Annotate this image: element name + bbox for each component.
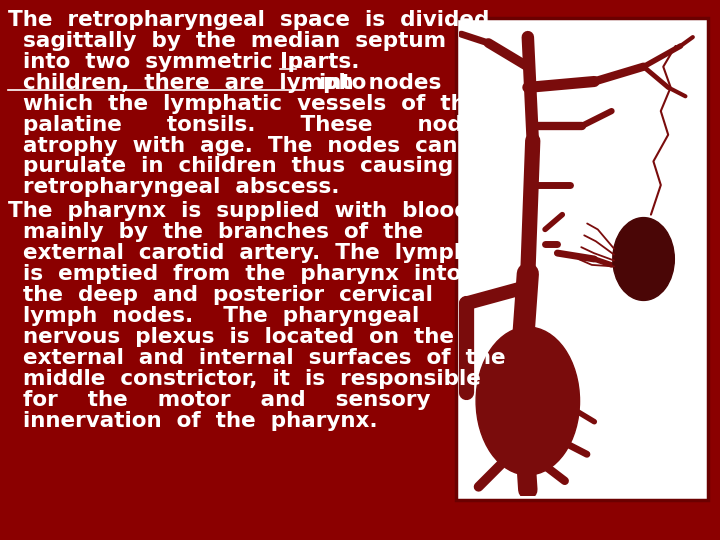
Text: external  carotid  artery.  The  lymph: external carotid artery. The lymph xyxy=(8,244,469,264)
Text: purulate  in  children  thus  causing  a: purulate in children thus causing a xyxy=(8,157,482,177)
Text: sagittally  by  the  median  septum: sagittally by the median septum xyxy=(8,31,446,51)
Text: middle  constrictor,  it  is  responsible: middle constrictor, it is responsible xyxy=(8,369,481,389)
Text: external  and  internal  surfaces  of  the: external and internal surfaces of the xyxy=(8,348,505,368)
Text: In: In xyxy=(279,52,302,72)
Text: innervation  of  the  pharynx.: innervation of the pharynx. xyxy=(8,411,377,431)
Text: nervous  plexus  is  located  on  the: nervous plexus is located on the xyxy=(8,327,454,347)
Text: into  two  symmetric  parts.: into two symmetric parts. xyxy=(8,52,390,72)
Ellipse shape xyxy=(476,327,580,475)
Text: for    the    motor    and    sensory: for the motor and sensory xyxy=(8,390,431,410)
Text: lymph  nodes.    The  pharyngeal: lymph nodes. The pharyngeal xyxy=(8,306,419,326)
Text: mainly  by  the  branches  of  the: mainly by the branches of the xyxy=(8,222,423,242)
Text: which  the  lymphatic  vessels  of  the: which the lymphatic vessels of the xyxy=(8,94,480,114)
Text: palatine      tonsils.      These      nodes: palatine tonsils. These nodes xyxy=(8,114,490,134)
Text: children,  there  are  lymph  nodes: children, there are lymph nodes xyxy=(8,73,441,93)
Ellipse shape xyxy=(613,218,675,300)
Text: retropharyngeal  abscess.: retropharyngeal abscess. xyxy=(8,178,339,198)
Text: The  pharynx  is  supplied  with  blood: The pharynx is supplied with blood xyxy=(8,201,469,221)
Text: The  retropharyngeal  space  is  divided: The retropharyngeal space is divided xyxy=(8,10,490,30)
Text: the  deep  and  posterior  cervical: the deep and posterior cervical xyxy=(8,285,433,305)
Text: into: into xyxy=(304,73,366,93)
Text: atrophy  with  age.  The  nodes  can: atrophy with age. The nodes can xyxy=(8,136,457,156)
Bar xyxy=(456,18,708,500)
Text: is  emptied  from  the  pharynx  into: is emptied from the pharynx into xyxy=(8,264,462,284)
